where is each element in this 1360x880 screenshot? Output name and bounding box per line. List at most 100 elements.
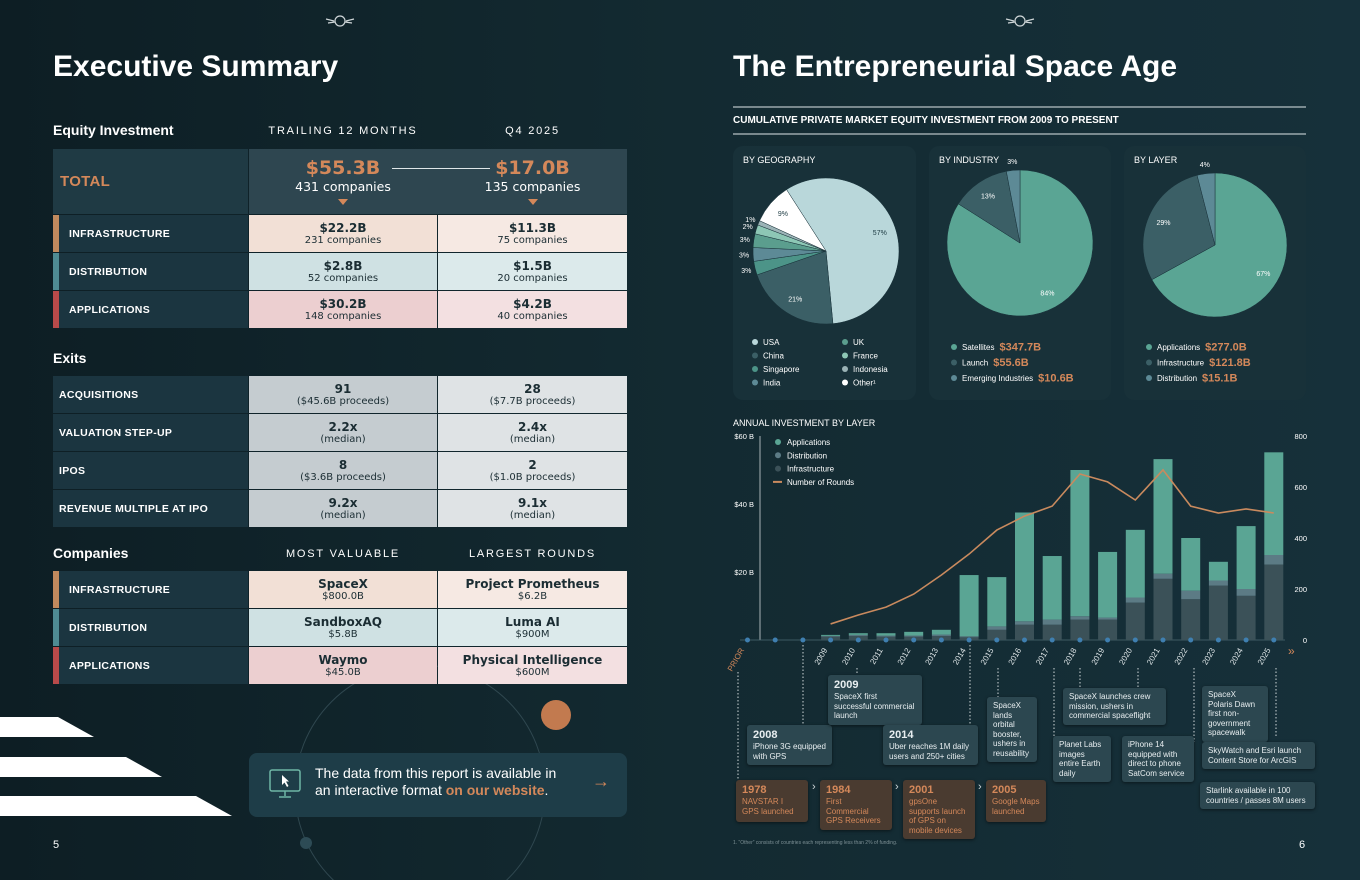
- x-tick-label: 2019: [1090, 646, 1107, 666]
- table-cell: SpaceX $800.0B: [249, 571, 437, 608]
- history-year: 1978: [742, 784, 767, 796]
- legend-label: China: [763, 352, 784, 361]
- cell-sub: (median): [320, 509, 366, 521]
- legend-label: Distribution: [1157, 374, 1197, 383]
- slice-label: 3%: [739, 252, 749, 259]
- table-cell: $11.3B 75 companies: [438, 215, 627, 252]
- history-event: 1984 First Commercial GPS Receivers: [820, 780, 892, 830]
- y2-tick-label: 600: [1294, 483, 1307, 492]
- table-cell: 2.4x (median): [438, 414, 627, 451]
- legend-swatch: [842, 339, 848, 345]
- legend-swatch: [752, 366, 758, 372]
- cell-value: $22.2B: [319, 220, 367, 235]
- table-cell: $1.5B 20 companies: [438, 253, 627, 290]
- moon: [300, 837, 312, 849]
- legend-swatch: [951, 375, 957, 381]
- cell-value: 2: [528, 457, 537, 472]
- slice-label: 4%: [1200, 162, 1210, 169]
- cell-value: Project Prometheus: [465, 576, 600, 591]
- bar-segment: [1098, 551, 1118, 618]
- history-text: First Commercial GPS Receivers: [826, 797, 881, 825]
- row-label: ACQUISITIONS: [53, 376, 248, 413]
- bar-segment: [1098, 619, 1118, 640]
- total-cell: $55.3B 431 companies: [273, 155, 413, 195]
- logo: [325, 15, 1035, 27]
- pie-slice: [958, 171, 1021, 244]
- cell-value: 9.1x: [518, 495, 547, 510]
- table-cell: 9.2x (median): [249, 490, 437, 527]
- legend-amount: $55.6B: [993, 357, 1029, 369]
- row-label: DISTRIBUTION: [53, 609, 248, 646]
- total-band: [249, 149, 627, 214]
- subtitle: CUMULATIVE PRIVATE MARKET EQUITY INVESTM…: [733, 115, 1119, 126]
- legend-label: Applications: [1157, 343, 1200, 352]
- legend-label: Applications: [787, 438, 830, 447]
- table-cell: 2.2x (median): [249, 414, 437, 451]
- y-tick-label: $60 B: [734, 432, 754, 441]
- row-label: VALUATION STEP-UP: [53, 414, 248, 451]
- accent-bar: [53, 571, 59, 608]
- legend-swatch: [842, 352, 848, 359]
- bar-segment: [1153, 459, 1173, 574]
- bar-segment: [1208, 561, 1228, 581]
- bar-segment: [1070, 470, 1090, 617]
- slice-label: 9%: [778, 211, 788, 218]
- cell-value: Luma AI: [505, 614, 560, 629]
- cell-value: 28: [524, 381, 541, 396]
- cell-sub: $600M: [515, 666, 550, 678]
- icon: [269, 769, 301, 798]
- x-tick-label: 2015: [979, 646, 996, 666]
- svg-text:›: ›: [812, 781, 816, 793]
- cell-value: $2.8B: [323, 258, 363, 273]
- legend-amount: $347.7B: [999, 342, 1041, 354]
- cell-sub: 75 companies: [497, 234, 568, 246]
- cell-sub: 148 companies: [304, 310, 382, 322]
- pie-slice: [759, 189, 827, 252]
- milestone-year: 2014: [889, 729, 914, 741]
- x-tick-label: 2011: [868, 646, 885, 666]
- slice-label: 13%: [981, 193, 995, 200]
- cell-sub: 40 companies: [497, 310, 568, 322]
- milestone-year: 2009: [834, 679, 859, 691]
- legend-swatch: [752, 339, 758, 345]
- accent-bar: [53, 647, 59, 684]
- table-cell: 2 ($1.0B proceeds): [438, 452, 627, 489]
- x-tick-label: 2012: [896, 646, 913, 666]
- x-tick-label: 2024: [1228, 646, 1245, 666]
- legend-label: Infrastructure: [787, 465, 835, 474]
- slice-label: 3%: [1007, 159, 1017, 166]
- legend-amount: $277.0B: [1205, 342, 1247, 354]
- bar-segment: [1181, 599, 1201, 640]
- slice-label: 21%: [788, 296, 802, 303]
- y-tick-label: $40 B: [734, 500, 754, 509]
- bar-segment: [876, 635, 896, 637]
- x-tick-label: 2022: [1173, 646, 1190, 666]
- axis-dot: [883, 637, 889, 643]
- legend-swatch: [775, 452, 781, 459]
- bar-segment: [931, 629, 951, 635]
- cell-value: Waymo: [318, 652, 368, 667]
- bar-segment: [1153, 578, 1173, 640]
- website-link[interactable]: on our website: [445, 782, 545, 798]
- x-tick-label: 2018: [1062, 646, 1079, 666]
- arrow[interactable]: →: [592, 771, 610, 791]
- cell-value: 91: [334, 381, 352, 396]
- legend-label: Distribution: [787, 451, 827, 460]
- x-tick-label: 2025: [1256, 646, 1273, 666]
- section-heading: Companies: [53, 545, 129, 561]
- milestone-text: SpaceX lands orbital booster, ushers in …: [993, 701, 1030, 758]
- accent-bar: [53, 253, 59, 290]
- accent-bar: [53, 609, 59, 646]
- total-cell: $17.0B 135 companies: [463, 155, 603, 195]
- cell-sub: $6.2B: [517, 590, 548, 602]
- history-event: 1978 NAVSTAR I GPS launched: [736, 780, 808, 822]
- cell-value: Physical Intelligence: [462, 652, 603, 667]
- legend-swatch: [842, 366, 848, 372]
- cell-value: 9.2x: [328, 495, 358, 510]
- milestone-text: iPhone 14 equipped with direct to phone …: [1128, 740, 1185, 778]
- axis-dot: [1160, 637, 1166, 643]
- bar-segment: [876, 633, 896, 636]
- y2-tick-label: 200: [1294, 585, 1307, 594]
- axis-dot: [966, 637, 972, 643]
- pie-slice: [1196, 172, 1216, 246]
